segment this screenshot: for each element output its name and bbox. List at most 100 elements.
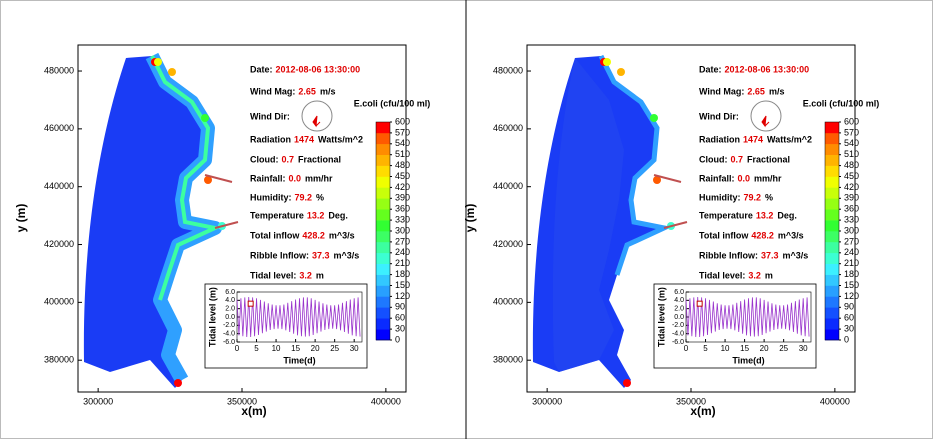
annotation-label: Wind Mag: [250,86,295,96]
annotation-unit: m^3/s [334,250,360,260]
colorbar-tick-label: 510 [395,149,410,159]
annotation-label: Cloud: [699,154,728,164]
annotation-label: Wind Dir: [699,111,739,121]
colorbar-tick-label: 270 [395,236,410,246]
colorbar-tick-label: 240 [844,247,859,257]
inset-y-tick-label: 0.0 [225,314,235,321]
colorbar-segment [825,154,839,166]
inset-x-tick-label: 5 [703,344,708,353]
colorbar-tick-label: 30 [844,323,854,333]
annotation-unit: Fractional [747,154,790,164]
colorbar-segment [825,307,839,319]
colorbar-segment [376,307,390,319]
colorbar-tick-label: 150 [395,280,410,290]
colorbar-tick-label: 420 [844,182,859,192]
tide-line [236,296,361,338]
annotation-unit: % [765,192,773,202]
colorbar-segment [376,231,390,243]
inset-x-tick-label: 15 [291,344,300,353]
annotation-value: 2012-08-06 13:30:00 [276,64,361,74]
colorbar-tick-label: 570 [844,127,859,137]
colorbar-tick-label: 210 [395,258,410,268]
colorbar-tick-label: 180 [844,269,859,279]
annotation-unit: % [316,192,324,202]
annotation-label: Radiation [250,134,291,144]
coastal-plume-inner [150,55,222,301]
y-tick-label: 440000 [493,181,523,191]
colorbar-tick-label: 600 [844,116,859,126]
y-tick-label: 380000 [44,355,74,365]
colorbar-tick-label: 480 [395,160,410,170]
colorbar-tick-label: 180 [395,269,410,279]
inset-y-tick-label: 6.0 [225,289,235,296]
annotation-value: 13.2 [756,210,774,220]
colorbar-segment [825,329,839,341]
y-tick-label: 480000 [493,65,523,75]
y-axis-label: y (m) [14,204,28,233]
colorbar-segment [825,198,839,210]
colorbar-segment [376,285,390,297]
annotation-unit: Fractional [298,154,341,164]
colorbar-segment [376,165,390,177]
colorbar-tick-label: 210 [844,258,859,268]
inset-y-label: Tidal level (m) [656,287,666,347]
colorbar-tick-label: 150 [844,280,859,290]
annotation-unit: m [316,270,324,280]
annotation-value: 37.3 [761,250,779,260]
colorbar-tick-label: 450 [395,171,410,181]
annotation-label: Tidal level: [699,270,745,280]
colorbar-tick-label: 300 [395,225,410,235]
inset-x-label: Time(d) [283,355,315,365]
inset-y-tick-label: 0.0 [674,314,684,321]
annotation-label: Wind Mag: [699,86,744,96]
inset-y-tick-label: 2.0 [674,306,684,313]
colorbar-segment [376,296,390,308]
colorbar-segment [825,231,839,243]
annotation-unit: mm/hr [754,173,782,183]
annotation-value: 37.3 [312,250,330,260]
hotspot [650,114,658,122]
colorbar-title: E.coli (cfu/100 ml) [354,98,431,108]
colorbar-segment [376,329,390,341]
river [653,174,688,229]
colorbar-tick-label: 0 [844,334,849,344]
hotspot [154,58,162,66]
colorbar-tick-label: 570 [395,127,410,137]
y-tick-label: 400000 [44,297,74,307]
hotspot [168,68,176,76]
inset-x-tick-label: 10 [721,344,730,353]
panel: 300000 350000 400000 380000 400000 420000 4400… [463,44,879,418]
annotation-unit: m/s [320,86,336,96]
colorbar-tick-label: 390 [844,193,859,203]
colorbar-tick-label: 330 [844,214,859,224]
annotation-label: Temperature [699,210,753,220]
colorbar-segment [376,187,390,199]
annotation-label: Total inflow [699,230,749,240]
colorbar-segment [376,209,390,221]
y-tick-label: 460000 [44,123,74,133]
colorbar-segment [825,220,839,232]
annotation-label: Rainfall: [699,173,735,183]
tide-marker [696,300,703,307]
annotation-value: 2012-08-06 13:30:00 [725,64,810,74]
annotation-value: 3.2 [748,270,761,280]
inset-y-tick-label: 6.0 [674,289,684,296]
colorbar-segment [376,122,390,134]
colorbar-tick-label: 60 [844,313,854,323]
colorbar-tick-label: 360 [844,204,859,214]
colorbar-tick-label: 540 [395,138,410,148]
colorbar-segment [376,154,390,166]
panel: 300000 350000 400000 380000 400000 420000 4400… [14,44,431,418]
tide-line [685,296,810,338]
colorbar-segment [825,252,839,264]
annotation-label: Date: [250,64,273,74]
inset-y-tick-label: 2.0 [225,306,235,313]
annotation-unit: m^3/s [778,230,804,240]
colorbar-segment [376,220,390,232]
x-tick-label: 400000 [371,396,401,406]
colorbar-segment [825,274,839,286]
tide-marker [247,300,254,307]
wind-dir-arrow [312,115,321,128]
